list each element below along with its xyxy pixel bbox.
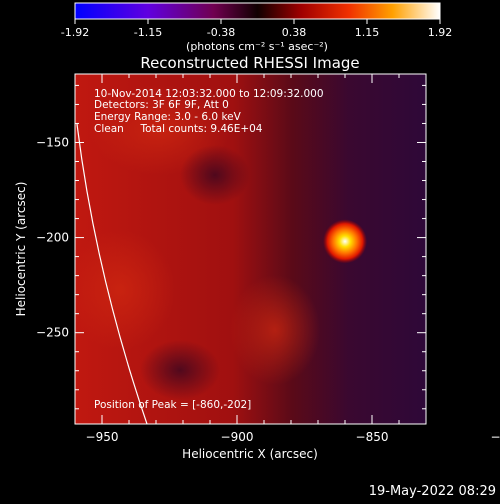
colorbar-tick-label: -1.15 [134, 26, 162, 39]
plot-area [75, 74, 426, 424]
colorbar: -1.92 -1.15 -0.38 0.38 1.15 1.92 (photon… [61, 2, 453, 53]
peak-source [323, 219, 367, 264]
plot-frame [74, 73, 427, 425]
x-tick-label: −800 [491, 430, 500, 444]
x-axis-label: Heliocentric X (arcsec) [182, 447, 318, 461]
x-tick-label: −950 [86, 430, 119, 444]
dark-region [140, 340, 220, 400]
info-line: Clean Total counts: 9.46E+04 [94, 123, 263, 135]
y-tick-label: −250 [36, 326, 69, 340]
axis-ticks: −950 −900 −850 −800 −150 −200 −250 [36, 74, 500, 444]
colorbar-tick-label: 1.15 [355, 26, 380, 39]
solar-limb [76, 123, 148, 424]
colorbar-tick-label: -1.92 [61, 26, 89, 39]
colorbar-gradient [74, 2, 441, 20]
footer-date: 19-May-2022 08:29 [369, 484, 496, 499]
colorbar-tick-label: 0.38 [282, 26, 307, 39]
y-tick-label: −200 [36, 231, 69, 245]
info-line: Energy Range: 3.0 - 6.0 keV [94, 111, 242, 123]
info-line: Detectors: 3F 6F 9F, Att 0 [94, 99, 229, 111]
colorbar-tick-label: 1.92 [428, 26, 453, 39]
peak-position-label: Position of Peak = [-860,-202] [94, 399, 251, 411]
info-line: 10-Nov-2014 12:03:32.000 to 12:09:32.000 [94, 88, 324, 100]
x-tick-label: −850 [356, 430, 389, 444]
y-tick-label: −150 [36, 135, 69, 149]
colorbar-unit-label: (photons cm⁻² s⁻¹ asec⁻²) [186, 40, 328, 53]
dark-region [180, 145, 250, 205]
emission-blob [230, 275, 320, 385]
emission-blob [75, 230, 175, 350]
x-tick-label: −900 [221, 430, 254, 444]
y-axis-label: Heliocentric Y (arcsec) [14, 182, 28, 317]
chart-title: Reconstructed RHESSI Image [140, 54, 359, 72]
colorbar-tick-label: -0.38 [207, 26, 235, 39]
